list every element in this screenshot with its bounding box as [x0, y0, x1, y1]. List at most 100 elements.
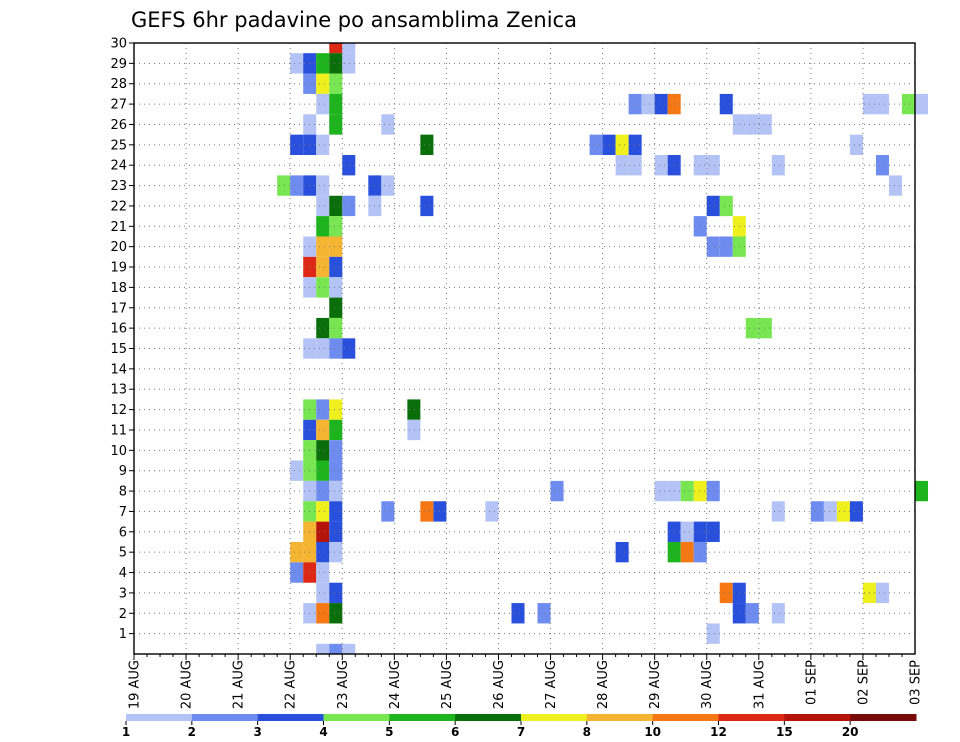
y-tick-label: 3	[119, 586, 127, 601]
heat-cell	[316, 317, 330, 339]
x-tick-label: 02 SEP	[856, 660, 871, 705]
cells-layer	[277, 43, 929, 654]
heat-cell	[745, 603, 759, 624]
x-tick-label: 19 AUG	[128, 660, 143, 709]
heat-cell	[290, 541, 304, 563]
heat-cell	[823, 501, 837, 522]
heat-cell	[407, 419, 421, 441]
heat-cell	[316, 541, 330, 563]
colorbar-swatch	[850, 714, 917, 721]
heat-cell	[329, 73, 343, 94]
heat-cell	[719, 236, 733, 257]
heat-cell	[407, 399, 421, 420]
heat-cell	[615, 134, 629, 156]
heat-cell	[329, 93, 343, 115]
colorbar-swatch	[323, 714, 390, 721]
heat-cell	[329, 216, 343, 237]
heat-cell	[329, 603, 343, 624]
heat-cell	[915, 480, 929, 502]
colorbar-label: 2	[188, 725, 196, 739]
heat-cell	[758, 317, 772, 339]
y-tick-label: 30	[110, 37, 127, 52]
heat-cell	[511, 603, 525, 624]
y-tick-label: 19	[110, 261, 127, 276]
heat-cell	[680, 521, 694, 542]
heat-cell	[316, 521, 330, 542]
y-tick-label: 21	[110, 220, 127, 235]
heat-cell	[849, 134, 863, 156]
heat-cell	[615, 541, 629, 563]
heat-cell	[693, 216, 707, 237]
colorbar-swatch	[257, 714, 324, 721]
heat-cell	[329, 419, 343, 441]
colorbar-label: 12	[710, 725, 727, 739]
y-tick-label: 28	[110, 77, 127, 92]
heat-cell	[680, 541, 694, 563]
heat-cell	[810, 501, 824, 522]
x-tick-label: 25 AUG	[440, 660, 455, 709]
heat-cell	[290, 562, 304, 583]
y-tick-label: 25	[110, 138, 127, 153]
heat-cell	[290, 53, 304, 74]
colorbar-label: 3	[253, 725, 261, 739]
heat-cell	[316, 277, 330, 298]
heat-cell	[849, 501, 863, 522]
y-axis: 1234567891011121314151617181920212223242…	[110, 37, 134, 642]
y-tick-label: 29	[110, 57, 127, 72]
heat-cell	[329, 521, 343, 542]
heat-cell	[485, 501, 499, 522]
y-tick-label: 6	[119, 525, 127, 540]
heat-cell	[420, 134, 434, 156]
colorbar-swatch	[455, 714, 522, 721]
colorbar-swatch	[389, 714, 456, 721]
x-axis: 19 AUG 20 AUG 21 AUG 22 AUG 23 AUG 24 AUG 25 A…	[128, 654, 924, 709]
heat-cell	[316, 419, 330, 441]
heat-cell	[316, 195, 330, 217]
x-tick-label: 27 AUG	[544, 660, 559, 709]
heat-cell	[420, 501, 434, 522]
colorbar-label: 10	[644, 725, 661, 739]
colorbar-label: 4	[319, 725, 327, 739]
heat-cell	[641, 93, 655, 115]
heat-cell	[316, 460, 330, 481]
heat-cell	[290, 134, 304, 156]
y-tick-label: 11	[110, 423, 127, 438]
heat-cell	[381, 175, 395, 196]
heat-cell	[329, 460, 343, 481]
heat-cell	[706, 480, 720, 502]
heat-cell	[316, 93, 330, 115]
y-tick-label: 23	[110, 179, 127, 194]
colorbar: 1 2 3 4 5 6 7 8 10 12 15 20	[122, 714, 917, 739]
heat-cell	[329, 399, 343, 420]
x-tick-label: 22 AUG	[284, 660, 299, 709]
y-tick-label: 8	[119, 485, 127, 500]
y-tick-label: 14	[110, 362, 127, 377]
heat-cell	[901, 93, 915, 115]
heat-cell	[329, 277, 343, 298]
chart-title: GEFS 6hr padavine po ansamblima Zenica	[131, 8, 577, 32]
y-tick-label: 18	[110, 281, 127, 296]
heat-cell	[316, 582, 330, 604]
y-tick-label: 7	[119, 505, 127, 520]
heat-cell	[706, 623, 720, 644]
colorbar-label: 8	[583, 725, 591, 739]
x-tick-label: 28 AUG	[596, 660, 611, 709]
heat-cell	[654, 155, 668, 176]
heat-cell	[589, 134, 603, 156]
heat-cell	[329, 236, 343, 257]
heat-cell	[329, 480, 343, 502]
heat-cell	[342, 195, 356, 217]
heat-cell	[342, 338, 356, 359]
heat-cell	[316, 216, 330, 237]
heat-cell	[329, 43, 343, 54]
heat-cell	[316, 236, 330, 257]
heat-cell	[628, 134, 642, 156]
y-tick-label: 20	[110, 240, 127, 255]
y-tick-label: 16	[110, 322, 127, 337]
x-tick-label: 21 AUG	[232, 660, 247, 709]
heat-cell	[615, 155, 629, 176]
y-tick-label: 17	[110, 301, 127, 316]
heat-cell	[836, 501, 850, 522]
heat-cell	[290, 175, 304, 196]
